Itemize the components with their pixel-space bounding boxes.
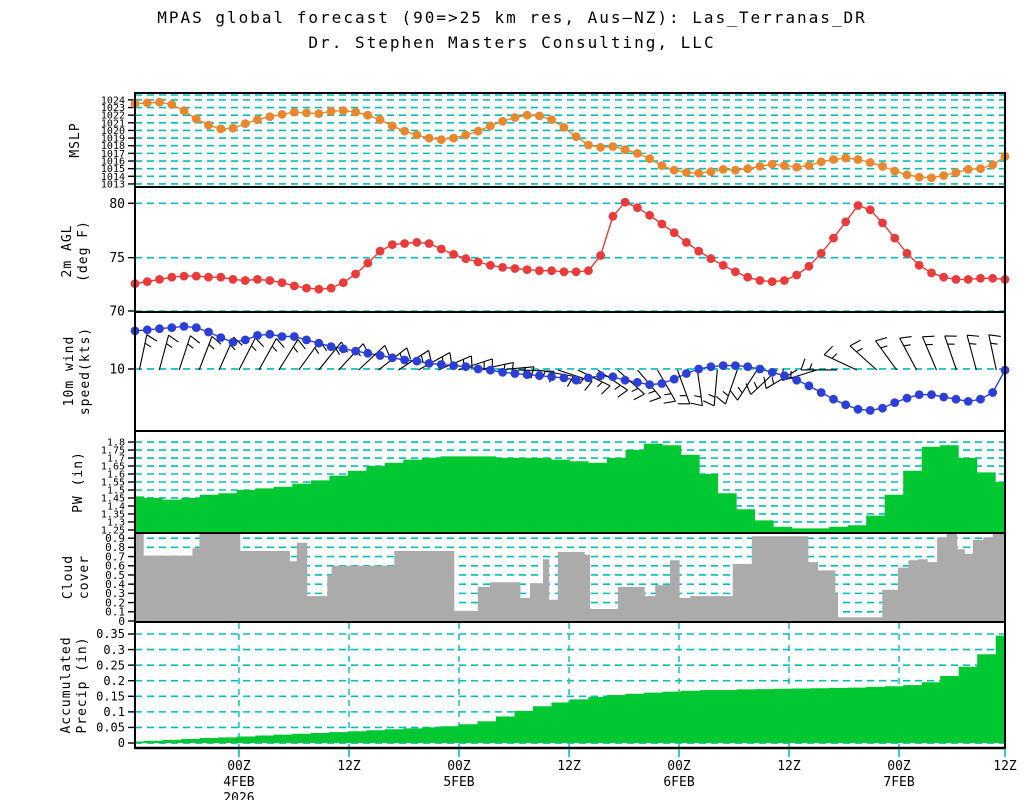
t2m-ytick-label: 75 bbox=[109, 251, 125, 266]
pw-ytick-label: 1.8 bbox=[107, 438, 125, 449]
cloud-ytick-label: 0.7 bbox=[105, 550, 125, 563]
precip-ytick-label: 0.05 bbox=[96, 721, 125, 735]
x-tick-label: 00Z bbox=[227, 759, 251, 774]
pw-ytick-label: 1.75 bbox=[101, 446, 125, 457]
t2m-ytick-label: 70 bbox=[109, 305, 125, 320]
pw-ytick-label: 1.7 bbox=[107, 454, 125, 465]
mslp-ytick-label: 1017 bbox=[101, 149, 125, 160]
x-tick-label: 7FEB bbox=[883, 775, 914, 790]
t2m-series-line bbox=[134, 201, 1006, 290]
x-tick-label: 4FEB bbox=[223, 775, 254, 790]
pw-ytick-label: 1.6 bbox=[107, 470, 125, 481]
x-tick-label: 00Z bbox=[887, 759, 911, 774]
pw-ytick-label: 1.65 bbox=[101, 462, 125, 473]
precip-ytick-label: 0.2 bbox=[103, 674, 125, 688]
x-tick-label: 12Z bbox=[557, 759, 581, 774]
mslp-ytick-label: 1022 bbox=[101, 111, 125, 122]
cloud-area bbox=[135, 534, 1005, 621]
mslp-ytick-label: 1024 bbox=[101, 95, 125, 106]
mslp-series-line bbox=[134, 101, 1006, 179]
t2m-panel: 80 75 70 bbox=[109, 197, 1010, 320]
mslp-ytick-label: 1016 bbox=[101, 157, 125, 168]
pw-panel: 1.81.751.71.651.61.551.51.451.41.351.31.… bbox=[101, 438, 1005, 536]
mslp-panel: 1024102310221021102010191018101710161015… bbox=[101, 94, 1010, 190]
x-tick-label: 00Z bbox=[667, 759, 691, 774]
mslp-ytick-label: 1018 bbox=[101, 141, 125, 152]
cloud-ytick-label: 0.6 bbox=[105, 560, 125, 573]
page-subtitle: Dr. Stephen Masters Consulting, LLC bbox=[308, 33, 716, 52]
precip-ytick-label: 0.1 bbox=[103, 705, 125, 719]
wind10m-series-dots bbox=[130, 322, 1010, 415]
t2m-series-dots bbox=[130, 197, 1010, 294]
pw-ytick-label: 1.25 bbox=[101, 525, 125, 536]
cloud-ytick-label: 0.2 bbox=[105, 596, 125, 609]
x-tick-label: 6FEB bbox=[663, 775, 694, 790]
wind-barbs bbox=[138, 334, 1001, 407]
wind10m-panel: 10 bbox=[109, 322, 1010, 415]
mslp-ytick-label: 1023 bbox=[101, 103, 125, 114]
x-tick-label: 12Z bbox=[993, 759, 1017, 774]
page-title: MPAS global forecast (90=>25 km res, Aus… bbox=[157, 8, 867, 27]
cloud-ytick-label: 0.5 bbox=[105, 569, 125, 582]
wind10m-ytick-label: 10 bbox=[109, 363, 125, 378]
mslp-series-dots bbox=[130, 97, 1010, 183]
mslp-ytick-label: 1015 bbox=[101, 164, 125, 175]
cloud-ytick-label: 0.8 bbox=[105, 541, 125, 554]
cloud-ytick-label: 0.1 bbox=[105, 606, 125, 619]
precip-ytick-label: 0.25 bbox=[96, 658, 125, 672]
cloud-ytick-label: 0.9 bbox=[105, 532, 125, 545]
precip-ytick-label: 0.35 bbox=[96, 627, 125, 641]
mslp-ytick-label: 1021 bbox=[101, 118, 125, 129]
mslp-ytick-label: 1013 bbox=[101, 179, 125, 190]
pw-ytick-label: 1.5 bbox=[107, 485, 125, 496]
x-tick-label: 00Z bbox=[447, 759, 471, 774]
precip-ytick-label: 0.3 bbox=[103, 643, 125, 657]
pw-ytick-label: 1.4 bbox=[107, 501, 125, 512]
precip-ytick-label: 0 bbox=[118, 736, 125, 750]
mslp-ytick-label: 1020 bbox=[101, 126, 125, 137]
x-tick-label: 12Z bbox=[777, 759, 801, 774]
precip-panel: 0.35 0.30.25 0.20.15 0.1 0.050 bbox=[96, 627, 1005, 750]
panel-borders bbox=[134, 92, 1006, 750]
pw-ytick-label: 1.55 bbox=[101, 478, 125, 489]
x-tick-label: 5FEB bbox=[443, 775, 474, 790]
precip-area bbox=[135, 635, 1005, 743]
cloud-ytick-label: 0 bbox=[118, 615, 125, 628]
x-tick-label: 2026 bbox=[223, 791, 254, 800]
cloud-panel: 0.90.80.70.60.50.40.30.20.10 bbox=[105, 532, 1005, 628]
cloud-ytick-label: 0.3 bbox=[105, 587, 125, 600]
cloud-ytick-label: 0.4 bbox=[105, 578, 125, 591]
mslp-ytick-label: 1019 bbox=[101, 134, 125, 145]
pw-area bbox=[135, 443, 1005, 533]
x-tick-label: 12Z bbox=[337, 759, 361, 774]
mslp-ytick-label: 1014 bbox=[101, 172, 125, 183]
pw-ytick-label: 1.45 bbox=[101, 493, 125, 504]
precip-ytick-label: 0.15 bbox=[96, 689, 125, 703]
pw-ytick-label: 1.35 bbox=[101, 509, 125, 520]
pw-ytick-label: 1.3 bbox=[107, 517, 125, 528]
t2m-ytick-label: 80 bbox=[109, 197, 125, 212]
